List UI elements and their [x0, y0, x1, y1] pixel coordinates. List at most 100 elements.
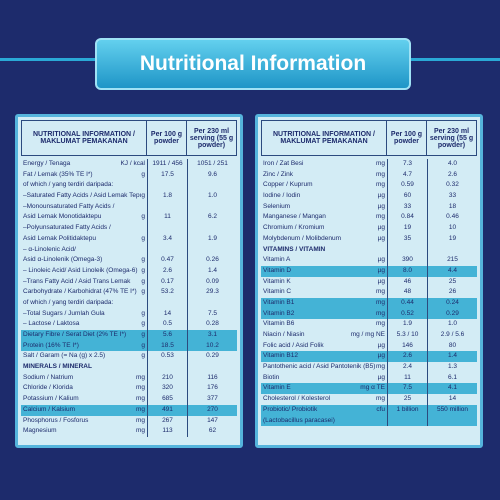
per-100g: 0.84	[387, 212, 427, 224]
table-row: Folic acid / Asid Folik µg 146 80	[261, 340, 477, 352]
table-row: Salt / Garam (= Na (g) x 2.5) g 0.53 0.29	[21, 351, 237, 363]
per-serving: 0.46	[427, 212, 477, 224]
row-label: Protein (16% TE I*)	[23, 341, 79, 349]
per-serving: 80	[427, 340, 477, 352]
row-unit: mg	[375, 309, 385, 317]
table-row: –Trans Fatty Acid / Asid Trans Lemak g 0.1…	[21, 276, 237, 288]
table-row: Vitamin E mg α TE 7.5 4.1	[261, 383, 477, 395]
per-serving: 2.6	[427, 169, 477, 181]
per-100g: 0.5	[147, 319, 187, 331]
row-label: MINERALS / MINERAL	[23, 363, 92, 371]
per-serving: 14	[427, 394, 477, 405]
per-100g: 4.7	[387, 169, 427, 181]
table-row: Manganese / Mangan mg 0.84 0.46	[261, 212, 477, 224]
per-serving: 3.1	[187, 330, 237, 341]
table-row: Cholesterol / Kolesterol mg 25 14	[261, 394, 477, 405]
per-100g: 0.17	[147, 276, 187, 288]
per-100g: 33	[387, 201, 427, 213]
row-unit: mg α TE	[360, 384, 385, 392]
table-row: – Lactose / Laktosa g 0.5 0.28	[21, 319, 237, 331]
per-serving: 1.0	[187, 191, 237, 202]
header-cell: Per 230 ml serving (55 g powder)	[426, 121, 476, 155]
per-100g: 17.5	[147, 169, 187, 181]
table-row: Vitamin C mg 48 26	[261, 287, 477, 298]
per-serving: 147	[187, 415, 237, 427]
per-100g: 0.52	[387, 308, 427, 320]
table-row: Chloride / Klorida mg 320 176	[21, 383, 237, 395]
per-100g: 1.9	[387, 319, 427, 331]
row-unit: mg	[375, 395, 385, 403]
per-serving	[427, 415, 477, 427]
per-serving: 33	[427, 191, 477, 202]
per-100g: 0.44	[387, 297, 427, 309]
table-row: VITAMINS / VITAMIN	[261, 244, 477, 256]
row-label: Asid α-Linolenik (Omega-3)	[23, 256, 103, 264]
per-serving	[187, 223, 237, 234]
per-serving: 0.28	[187, 319, 237, 331]
per-100g	[147, 362, 187, 373]
header-cell: Per 100 g powder	[146, 121, 186, 155]
per-serving: 6.2	[187, 212, 237, 224]
per-serving: 1.9	[187, 233, 237, 245]
per-100g: 5.6	[147, 330, 187, 341]
per-serving: 4.0	[427, 159, 477, 170]
title: Nutritional Information	[95, 38, 411, 90]
per-serving: 1.4	[187, 265, 237, 277]
row-label: Selenium	[263, 202, 291, 210]
per-100g: 210	[147, 372, 187, 384]
row-label: –Monounsaturated Fatty Acids /	[23, 202, 115, 210]
table-row: Zinc / Zink mg 4.7 2.6	[261, 169, 477, 181]
row-label: – Lactose / Laktosa	[23, 320, 80, 328]
table-row: Molybdenum / Molibdenum µg 35 19	[261, 233, 477, 245]
row-unit: mg	[375, 288, 385, 296]
row-unit: µg	[377, 256, 385, 264]
table-header: NUTRITIONAL INFORMATION / MAKLUMAT PEMAK…	[21, 120, 237, 156]
row-label: Zinc / Zink	[263, 170, 293, 178]
per-serving: 62	[187, 426, 237, 437]
table-row: Asid Lemak Monotidaktepu g 11 6.2	[21, 212, 237, 224]
table-header: NUTRITIONAL INFORMATION / MAKLUMAT PEMAK…	[261, 120, 477, 156]
table-row: of which / yang terdiri daripada:	[21, 180, 237, 192]
row-unit: µg	[377, 277, 385, 285]
per-100g	[147, 223, 187, 234]
row-label: Phosphorus / Fosforus	[23, 416, 89, 424]
row-label: Vitamin K	[263, 277, 291, 285]
table-row: Iodine / Iodin µg 60 33	[261, 191, 477, 202]
per-serving: 0.32	[427, 180, 477, 192]
per-serving: 0.26	[187, 255, 237, 266]
per-serving	[187, 244, 237, 256]
row-unit: mg	[375, 298, 385, 306]
row-label: Sodium / Natrium	[23, 373, 74, 381]
row-label: –Saturated Fatty Acids / Asid Lemak Tepu	[23, 192, 142, 200]
table-row: Iron / Zat Besi mg 7.3 4.0	[261, 159, 477, 170]
table-row: Pantothenic acid / Asid Pantotenik (B5) m…	[261, 362, 477, 373]
row-unit: g	[141, 234, 145, 242]
table-row: Vitamin K µg 46 25	[261, 276, 477, 288]
per-serving	[427, 244, 477, 256]
row-unit: mg	[375, 181, 385, 189]
row-unit: g	[141, 331, 145, 338]
per-100g: 11	[147, 212, 187, 224]
row-label: –Polyunsaturated Fatty Acids /	[23, 224, 111, 232]
row-label: Copper / Kuprum	[263, 181, 313, 189]
table-row: Vitamin B2 mg 0.52 0.29	[261, 308, 477, 320]
per-100g	[147, 180, 187, 192]
row-unit: mg	[375, 160, 385, 167]
row-unit: mg	[135, 405, 145, 413]
per-100g: 19	[387, 223, 427, 234]
per-serving: 116	[187, 372, 237, 384]
row-unit: g	[141, 266, 145, 274]
row-unit: µg	[377, 341, 385, 349]
per-100g	[147, 297, 187, 309]
table-row: Vitamin B6 mg 1.9 1.0	[261, 319, 477, 331]
row-label: VITAMINS / VITAMIN	[263, 245, 326, 253]
table-row: Energy / Tenaga KJ / kcal 1911 / 456 1051 /…	[21, 159, 237, 170]
per-serving	[187, 362, 237, 373]
per-serving: 10.2	[187, 340, 237, 352]
table-row: Vitamin B12 µg 2.6 1.4	[261, 351, 477, 363]
per-serving: 25	[427, 276, 477, 288]
row-unit: mg	[375, 170, 385, 178]
per-100g	[147, 244, 187, 256]
table-row: –Saturated Fatty Acids / Asid Lemak Tepu…	[21, 191, 237, 202]
per-serving: 0.29	[187, 351, 237, 363]
